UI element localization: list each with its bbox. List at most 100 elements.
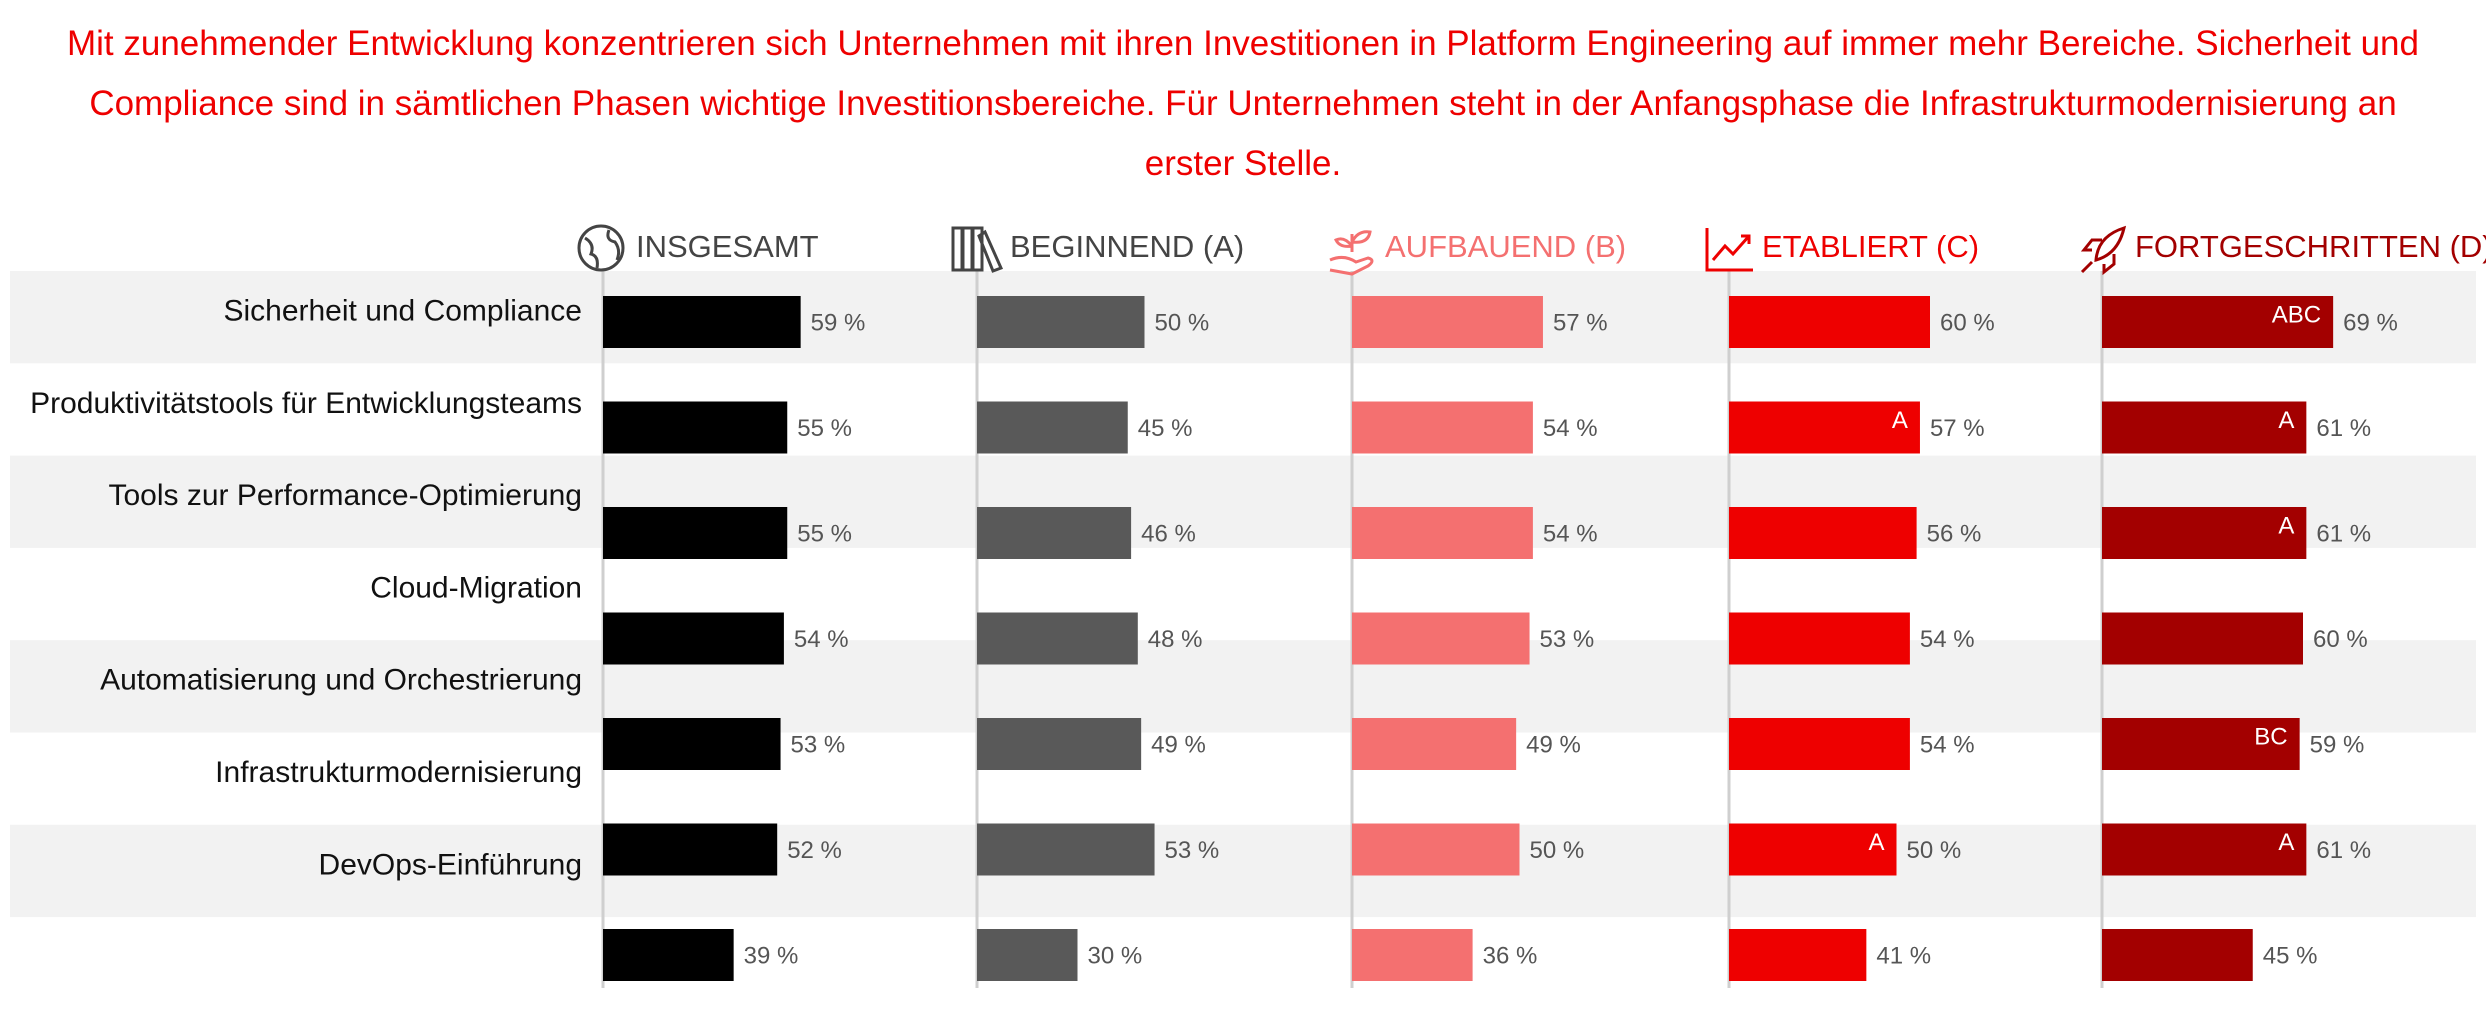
significance-label: A <box>1868 829 1884 856</box>
bar <box>2102 612 2303 665</box>
value-label: 54 % <box>1543 520 1598 547</box>
value-label: 30 % <box>1088 942 1143 969</box>
value-label: 53 % <box>791 731 846 758</box>
row-stripe <box>10 640 2476 733</box>
category-label: Sicherheit und Compliance <box>223 294 582 327</box>
icon-part <box>1705 228 1753 272</box>
bar <box>2102 507 2307 559</box>
bar <box>1352 718 1517 770</box>
bar <box>977 612 1138 665</box>
bar <box>977 296 1145 348</box>
value-label: 69 % <box>2343 309 2398 336</box>
icon-part <box>577 224 625 272</box>
value-label: 57 % <box>1930 415 1985 442</box>
bar <box>2102 296 2334 348</box>
value-label: 45 % <box>2263 942 2318 969</box>
value-label: 48 % <box>1148 626 1203 653</box>
value-label: 54 % <box>794 626 849 653</box>
bar <box>977 401 1128 454</box>
bar <box>2102 718 2300 770</box>
category-label: Produktivitätstools für Entwicklungsteam… <box>30 387 582 420</box>
legend-label: INSGESAMT <box>636 229 819 264</box>
icon-part <box>961 226 974 272</box>
value-label: 49 % <box>1526 731 1581 758</box>
bar <box>977 823 1155 876</box>
bar <box>603 823 778 876</box>
value-label: 59 % <box>2310 731 2365 758</box>
category-label: Tools zur Performance-Optimierung <box>108 479 582 512</box>
bar <box>603 401 788 454</box>
header-icon <box>951 226 1004 273</box>
value-label: 59 % <box>811 309 866 336</box>
legend-label: FORTGESCHRITTEN (D) <box>2135 229 2486 264</box>
bar <box>1729 401 1920 454</box>
legend-label: BEGINNEND (A) <box>1010 229 1244 264</box>
bar <box>603 718 781 770</box>
icon-part <box>971 226 984 272</box>
bar <box>977 507 1132 559</box>
legend-label: AUFBAUEND (B) <box>1385 229 1626 264</box>
value-label: 61 % <box>2316 415 2371 442</box>
value-label: 50 % <box>1155 309 1210 336</box>
significance-label: A <box>2278 407 2294 434</box>
value-label: 45 % <box>1138 415 1193 442</box>
bar <box>1729 823 1897 876</box>
bar <box>1352 401 1533 454</box>
row-stripe <box>10 271 2476 364</box>
bar <box>2102 929 2253 981</box>
value-label: 60 % <box>1940 309 1995 336</box>
value-label: 50 % <box>1530 837 1585 864</box>
bar <box>977 718 1142 770</box>
value-label: 56 % <box>1927 520 1982 547</box>
chart-title: Mit zunehmender Entwicklung konzentriere… <box>67 24 2419 183</box>
value-label: 46 % <box>1141 520 1196 547</box>
value-label: 53 % <box>1540 626 1595 653</box>
bar <box>977 929 1078 981</box>
header-icon <box>2080 225 2127 276</box>
bar <box>1729 929 1867 981</box>
icon-part <box>951 226 964 272</box>
bar <box>1729 612 1910 665</box>
significance-label: A <box>2278 829 2294 856</box>
category-label: Infrastrukturmodernisierung <box>215 756 582 789</box>
header-icon <box>1705 228 1753 272</box>
header-icon <box>577 224 625 272</box>
bar <box>603 612 784 665</box>
value-label: 57 % <box>1553 309 1608 336</box>
value-label: 54 % <box>1920 626 1975 653</box>
icon-part <box>2080 225 2127 276</box>
header-icon <box>1329 230 1374 276</box>
significance-label: BC <box>2254 723 2287 750</box>
row-stripe <box>10 824 2476 918</box>
significance-label: A <box>1892 407 1908 434</box>
bar <box>2102 823 2307 876</box>
bar <box>2102 401 2307 454</box>
value-label: 61 % <box>2316 837 2371 864</box>
category-label: DevOps-Einführung <box>319 848 582 881</box>
row-stripe <box>10 455 2476 548</box>
icon-part <box>1329 230 1374 276</box>
bar <box>603 507 788 559</box>
significance-label: A <box>2278 512 2294 539</box>
value-label: 61 % <box>2316 520 2371 547</box>
icon-part <box>977 229 1004 273</box>
value-label: 54 % <box>1543 415 1598 442</box>
value-label: 55 % <box>797 520 852 547</box>
value-label: 55 % <box>797 415 852 442</box>
bar <box>1352 929 1473 981</box>
bar <box>603 929 734 981</box>
category-label: Cloud-Migration <box>370 571 582 604</box>
category-label: Automatisierung und Orchestrierung <box>100 664 582 697</box>
value-label: 36 % <box>1483 942 1538 969</box>
value-label: 41 % <box>1876 942 1931 969</box>
bar <box>1352 507 1533 559</box>
bar <box>603 296 801 348</box>
bar <box>1729 718 1910 770</box>
icon-part <box>584 229 621 269</box>
value-label: 39 % <box>744 942 799 969</box>
bar <box>1729 296 1930 348</box>
bar <box>1729 507 1917 559</box>
value-label: 50 % <box>1907 837 1962 864</box>
